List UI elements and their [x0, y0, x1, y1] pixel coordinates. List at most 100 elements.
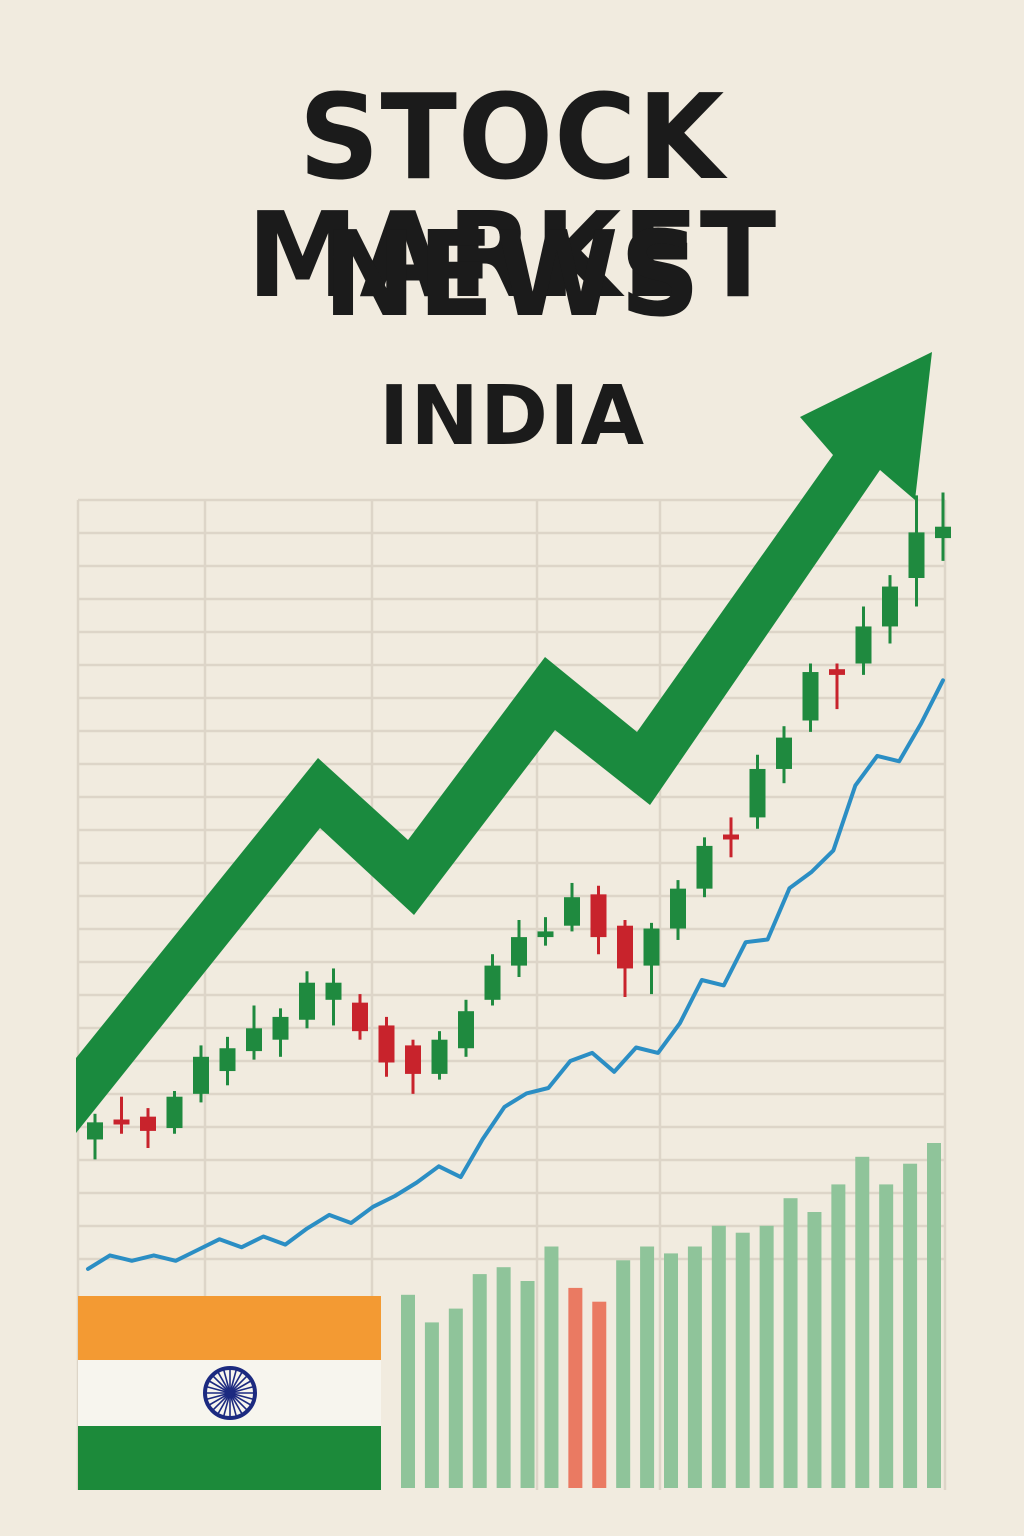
candle-body: [272, 1016, 289, 1040]
candle-body: [140, 1116, 156, 1131]
candle-body: [802, 672, 819, 721]
volume-bar: [544, 1246, 559, 1488]
candle: [590, 885, 607, 955]
candle: [458, 999, 474, 1057]
volume-bar: [831, 1184, 846, 1488]
volume-bar: [711, 1225, 726, 1488]
flag-green-band: [78, 1426, 381, 1490]
subtitle: INDIA: [378, 369, 646, 464]
candle: [670, 880, 686, 940]
ashoka-chakra-icon: [203, 1366, 257, 1420]
candle-body: [617, 925, 633, 969]
candle-body: [166, 1096, 183, 1129]
candle: [855, 606, 872, 675]
candle: [749, 754, 766, 829]
volume-bar: [424, 1322, 439, 1488]
candle: [617, 920, 633, 997]
candle-body: [352, 1002, 368, 1032]
candle-body: [511, 937, 527, 966]
india-flag-icon: [78, 1296, 381, 1490]
volume-bar: [472, 1274, 487, 1488]
candle-body: [484, 965, 501, 1000]
candle: [829, 663, 845, 710]
candle-body: [776, 737, 792, 769]
candle-body: [908, 532, 925, 578]
volume-bar: [592, 1301, 607, 1488]
candle: [882, 575, 898, 644]
candle-body: [405, 1045, 421, 1074]
candle: [113, 1096, 130, 1134]
candle: [325, 968, 342, 1026]
candle: [511, 920, 527, 977]
candle-body: [670, 888, 686, 929]
candle: [272, 1008, 289, 1057]
candle-body: [431, 1039, 448, 1074]
candle: [935, 492, 951, 561]
title-line-1: STOCK MARKET: [246, 68, 778, 324]
candle: [299, 971, 315, 1029]
candle: [87, 1113, 103, 1160]
chakra-hub: [225, 1388, 235, 1398]
volume-bar: [664, 1253, 678, 1488]
candle: [696, 837, 713, 898]
volume-bar: [616, 1260, 631, 1488]
candle-body: [829, 669, 845, 675]
candle: [140, 1108, 156, 1148]
candle: [802, 663, 819, 732]
candle: [219, 1036, 236, 1086]
candle: [723, 817, 739, 858]
candle-body: [113, 1119, 130, 1125]
candle-body: [564, 897, 580, 926]
candle-body: [219, 1048, 236, 1072]
candle-body: [749, 768, 766, 818]
candle-body: [246, 1028, 262, 1052]
volume-bar: [687, 1246, 702, 1488]
candle-body: [643, 928, 660, 966]
volume-bar: [903, 1163, 918, 1488]
candle-body: [855, 626, 872, 664]
candle-body: [193, 1056, 209, 1094]
candle-body: [537, 931, 554, 938]
volume-bar: [401, 1294, 415, 1488]
candle-body: [590, 894, 607, 938]
volume-bar: [520, 1281, 535, 1488]
candle: [431, 1031, 448, 1080]
candle: [378, 1016, 395, 1077]
candle: [352, 994, 368, 1040]
candle: [908, 495, 925, 607]
volume-bar: [855, 1156, 870, 1488]
volume-bar: [879, 1184, 894, 1488]
volume-bar: [448, 1308, 463, 1488]
candle-body: [882, 586, 898, 627]
up-arrow-icon: [76, 352, 932, 1133]
candle: [484, 954, 501, 1006]
volume-bars: [401, 1143, 941, 1488]
candle-body: [378, 1025, 395, 1063]
volume-bar: [807, 1212, 822, 1488]
candle: [776, 726, 792, 784]
volume-bar: [496, 1267, 511, 1488]
candlestick-series: [87, 492, 951, 1160]
candle-body: [87, 1122, 103, 1140]
candle-body: [299, 982, 315, 1020]
flag-saffron-band: [78, 1296, 381, 1360]
candle: [643, 922, 660, 995]
trend-line: [86, 678, 945, 1271]
volume-bar: [759, 1225, 774, 1488]
candle-body: [458, 1011, 474, 1049]
volume-bar: [568, 1287, 583, 1488]
volume-bar: [735, 1232, 750, 1488]
volume-bar: [927, 1143, 941, 1488]
candle: [405, 1039, 421, 1094]
candle-body: [325, 982, 342, 1000]
title-line-2: NEWS: [322, 205, 702, 343]
candle: [166, 1091, 183, 1134]
candle: [193, 1045, 209, 1103]
candle: [537, 917, 554, 946]
candle-body: [723, 834, 739, 840]
candle-body: [935, 526, 951, 539]
candle-body: [696, 845, 713, 889]
candle: [246, 1005, 262, 1060]
volume-bar: [783, 1198, 798, 1488]
